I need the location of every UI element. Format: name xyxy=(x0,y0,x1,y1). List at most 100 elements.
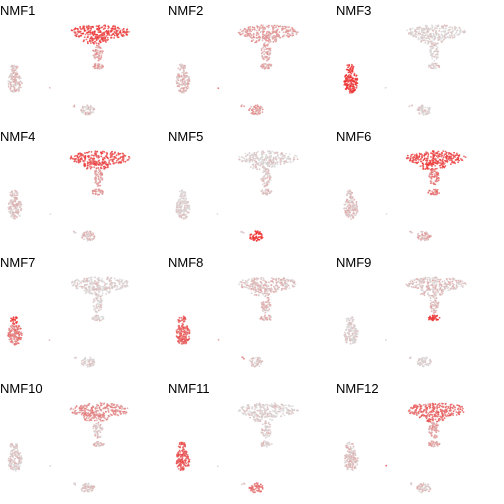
data-point xyxy=(49,213,52,215)
data-point xyxy=(426,233,429,235)
data-point xyxy=(80,109,83,112)
data-point xyxy=(430,169,433,172)
data-point xyxy=(73,155,76,158)
data-point xyxy=(94,193,97,196)
data-point xyxy=(17,208,19,211)
data-point xyxy=(92,107,95,109)
data-point xyxy=(87,156,90,159)
data-point xyxy=(106,165,109,167)
data-point xyxy=(254,164,257,167)
data-point xyxy=(99,319,101,322)
data-point xyxy=(440,154,443,156)
data-point xyxy=(18,87,20,90)
data-point xyxy=(178,316,181,319)
data-point xyxy=(253,281,256,284)
data-point xyxy=(243,157,245,160)
data-point xyxy=(282,155,285,158)
data-point xyxy=(7,334,9,337)
data-point xyxy=(252,39,255,41)
data-point xyxy=(9,325,12,328)
data-point xyxy=(184,86,187,89)
data-point xyxy=(98,34,101,37)
data-point xyxy=(266,318,269,321)
data-point xyxy=(102,288,105,291)
data-point xyxy=(179,328,181,331)
data-point xyxy=(106,33,109,36)
data-point xyxy=(430,41,433,44)
cluster-top2 xyxy=(250,287,278,297)
data-point xyxy=(272,37,274,39)
data-point xyxy=(106,153,108,156)
data-point xyxy=(435,178,438,181)
data-point xyxy=(244,155,247,158)
data-point xyxy=(267,150,269,153)
data-point xyxy=(104,39,106,42)
data-point xyxy=(346,194,348,196)
data-point xyxy=(296,158,299,160)
data-point xyxy=(261,30,264,32)
data-point xyxy=(422,154,424,157)
data-point xyxy=(18,325,21,328)
data-point xyxy=(110,277,113,279)
data-point xyxy=(81,234,84,237)
data-point xyxy=(75,154,77,157)
data-point xyxy=(293,156,295,159)
cluster-top xyxy=(238,276,297,292)
data-point xyxy=(89,232,92,235)
data-point xyxy=(442,38,445,41)
scatter-plot xyxy=(7,276,129,368)
data-point xyxy=(346,68,349,71)
data-point xyxy=(239,33,242,36)
cluster-stem-bottom xyxy=(259,63,273,70)
data-point xyxy=(432,47,435,49)
data-point xyxy=(291,34,294,37)
data-point xyxy=(424,233,427,236)
data-point xyxy=(11,190,14,192)
data-point xyxy=(429,235,432,237)
data-point xyxy=(265,153,267,156)
data-point xyxy=(251,285,254,288)
data-point xyxy=(178,332,181,335)
data-point xyxy=(83,28,86,31)
cluster-right xyxy=(80,104,96,116)
data-point xyxy=(91,317,94,320)
data-point xyxy=(425,37,428,40)
data-point xyxy=(181,326,184,329)
data-point xyxy=(11,194,14,197)
data-point xyxy=(78,285,81,288)
data-point xyxy=(259,27,261,30)
data-point xyxy=(92,154,95,157)
data-point xyxy=(78,159,81,161)
data-point xyxy=(94,54,97,56)
data-point xyxy=(432,30,435,32)
data-point xyxy=(284,156,287,158)
data-point xyxy=(352,88,355,90)
data-point xyxy=(262,193,265,195)
data-point xyxy=(85,287,88,289)
data-point xyxy=(251,159,254,161)
data-point xyxy=(87,108,90,111)
data-point xyxy=(292,160,294,163)
data-point xyxy=(255,29,258,32)
data-point xyxy=(178,73,181,75)
data-point xyxy=(82,32,85,35)
data-point xyxy=(107,157,110,160)
data-point xyxy=(353,86,356,89)
data-point xyxy=(437,179,440,182)
cluster-stem xyxy=(260,294,272,314)
data-point xyxy=(256,109,258,112)
data-point xyxy=(19,327,22,330)
data-point xyxy=(430,156,432,158)
data-point xyxy=(239,28,242,31)
data-point xyxy=(97,25,99,28)
data-point xyxy=(427,191,430,194)
data-point xyxy=(74,356,77,359)
data-point xyxy=(96,319,99,321)
feature-panel-nmf5: NMF5 xyxy=(168,126,336,252)
data-point xyxy=(350,200,353,203)
data-point xyxy=(81,236,84,239)
data-point xyxy=(257,236,260,238)
data-point xyxy=(177,75,180,77)
data-point xyxy=(113,156,116,158)
data-point xyxy=(436,34,438,36)
